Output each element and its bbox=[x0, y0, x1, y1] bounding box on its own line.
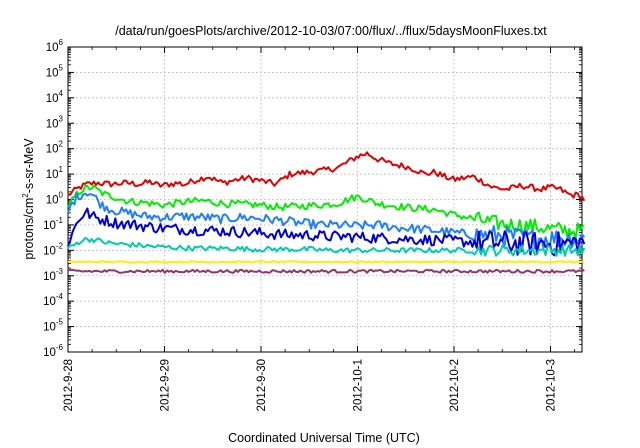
chart-title: /data/run/goesPlots/archive/2012-10-03/0… bbox=[115, 24, 547, 38]
x-tick-labels: 2012-9-28 2012-9-29 2012-9-30 2012-10-1 2012… bbox=[63, 359, 558, 411]
y-tick-label: 10-6 bbox=[43, 343, 63, 359]
y-tick-label: 10-2 bbox=[43, 241, 63, 257]
y-tick-labels: 106 105 104 103 102 101 100 10-1 10-2 10-3 10-4 10-… bbox=[43, 38, 63, 359]
series-line-2 bbox=[67, 192, 586, 250]
y-tick-label: 10-3 bbox=[43, 267, 63, 283]
series-line-1 bbox=[67, 184, 585, 239]
grid-lines bbox=[68, 47, 582, 352]
y-tick-label: 104 bbox=[46, 89, 64, 105]
x-tick-label: 2012-10-1 bbox=[353, 359, 365, 411]
y-axis-label-superscript: 2 bbox=[21, 193, 30, 198]
y-tick-label: 102 bbox=[46, 140, 64, 156]
y-tick-label: 105 bbox=[46, 63, 64, 79]
data-series bbox=[67, 151, 586, 274]
series-line-0 bbox=[67, 151, 586, 202]
y-tick-label: 10-4 bbox=[43, 292, 63, 308]
x-tick-label: 2012-10-3 bbox=[546, 359, 558, 411]
x-tick-label: 2012-10-2 bbox=[449, 359, 461, 411]
y-tick-label: 103 bbox=[46, 114, 64, 130]
x-tick-label: 2012-9-28 bbox=[63, 359, 75, 411]
y-tick-label: 10-1 bbox=[43, 216, 63, 232]
y-tick-label: 100 bbox=[46, 191, 64, 207]
y-axis-label-main: protons/cm bbox=[22, 198, 36, 260]
y-tick-label: 106 bbox=[46, 38, 64, 54]
y-axis-label-units: -s-sr-MeV bbox=[22, 138, 36, 194]
series-line-4 bbox=[67, 236, 586, 257]
series-line-6 bbox=[67, 268, 585, 274]
y-axis-label: protons/cm2-s-sr-MeV bbox=[21, 138, 36, 260]
series-line-5 bbox=[67, 260, 585, 264]
y-tick-label: 10-5 bbox=[43, 318, 63, 334]
series-line-3 bbox=[67, 207, 586, 257]
axis-ticks bbox=[67, 46, 582, 353]
y-tick-label: 101 bbox=[46, 165, 64, 181]
x-axis-label: Coordinated Universal Time (UTC) bbox=[228, 431, 420, 445]
x-tick-label: 2012-9-30 bbox=[256, 359, 268, 411]
x-tick-label: 2012-9-29 bbox=[160, 359, 172, 411]
